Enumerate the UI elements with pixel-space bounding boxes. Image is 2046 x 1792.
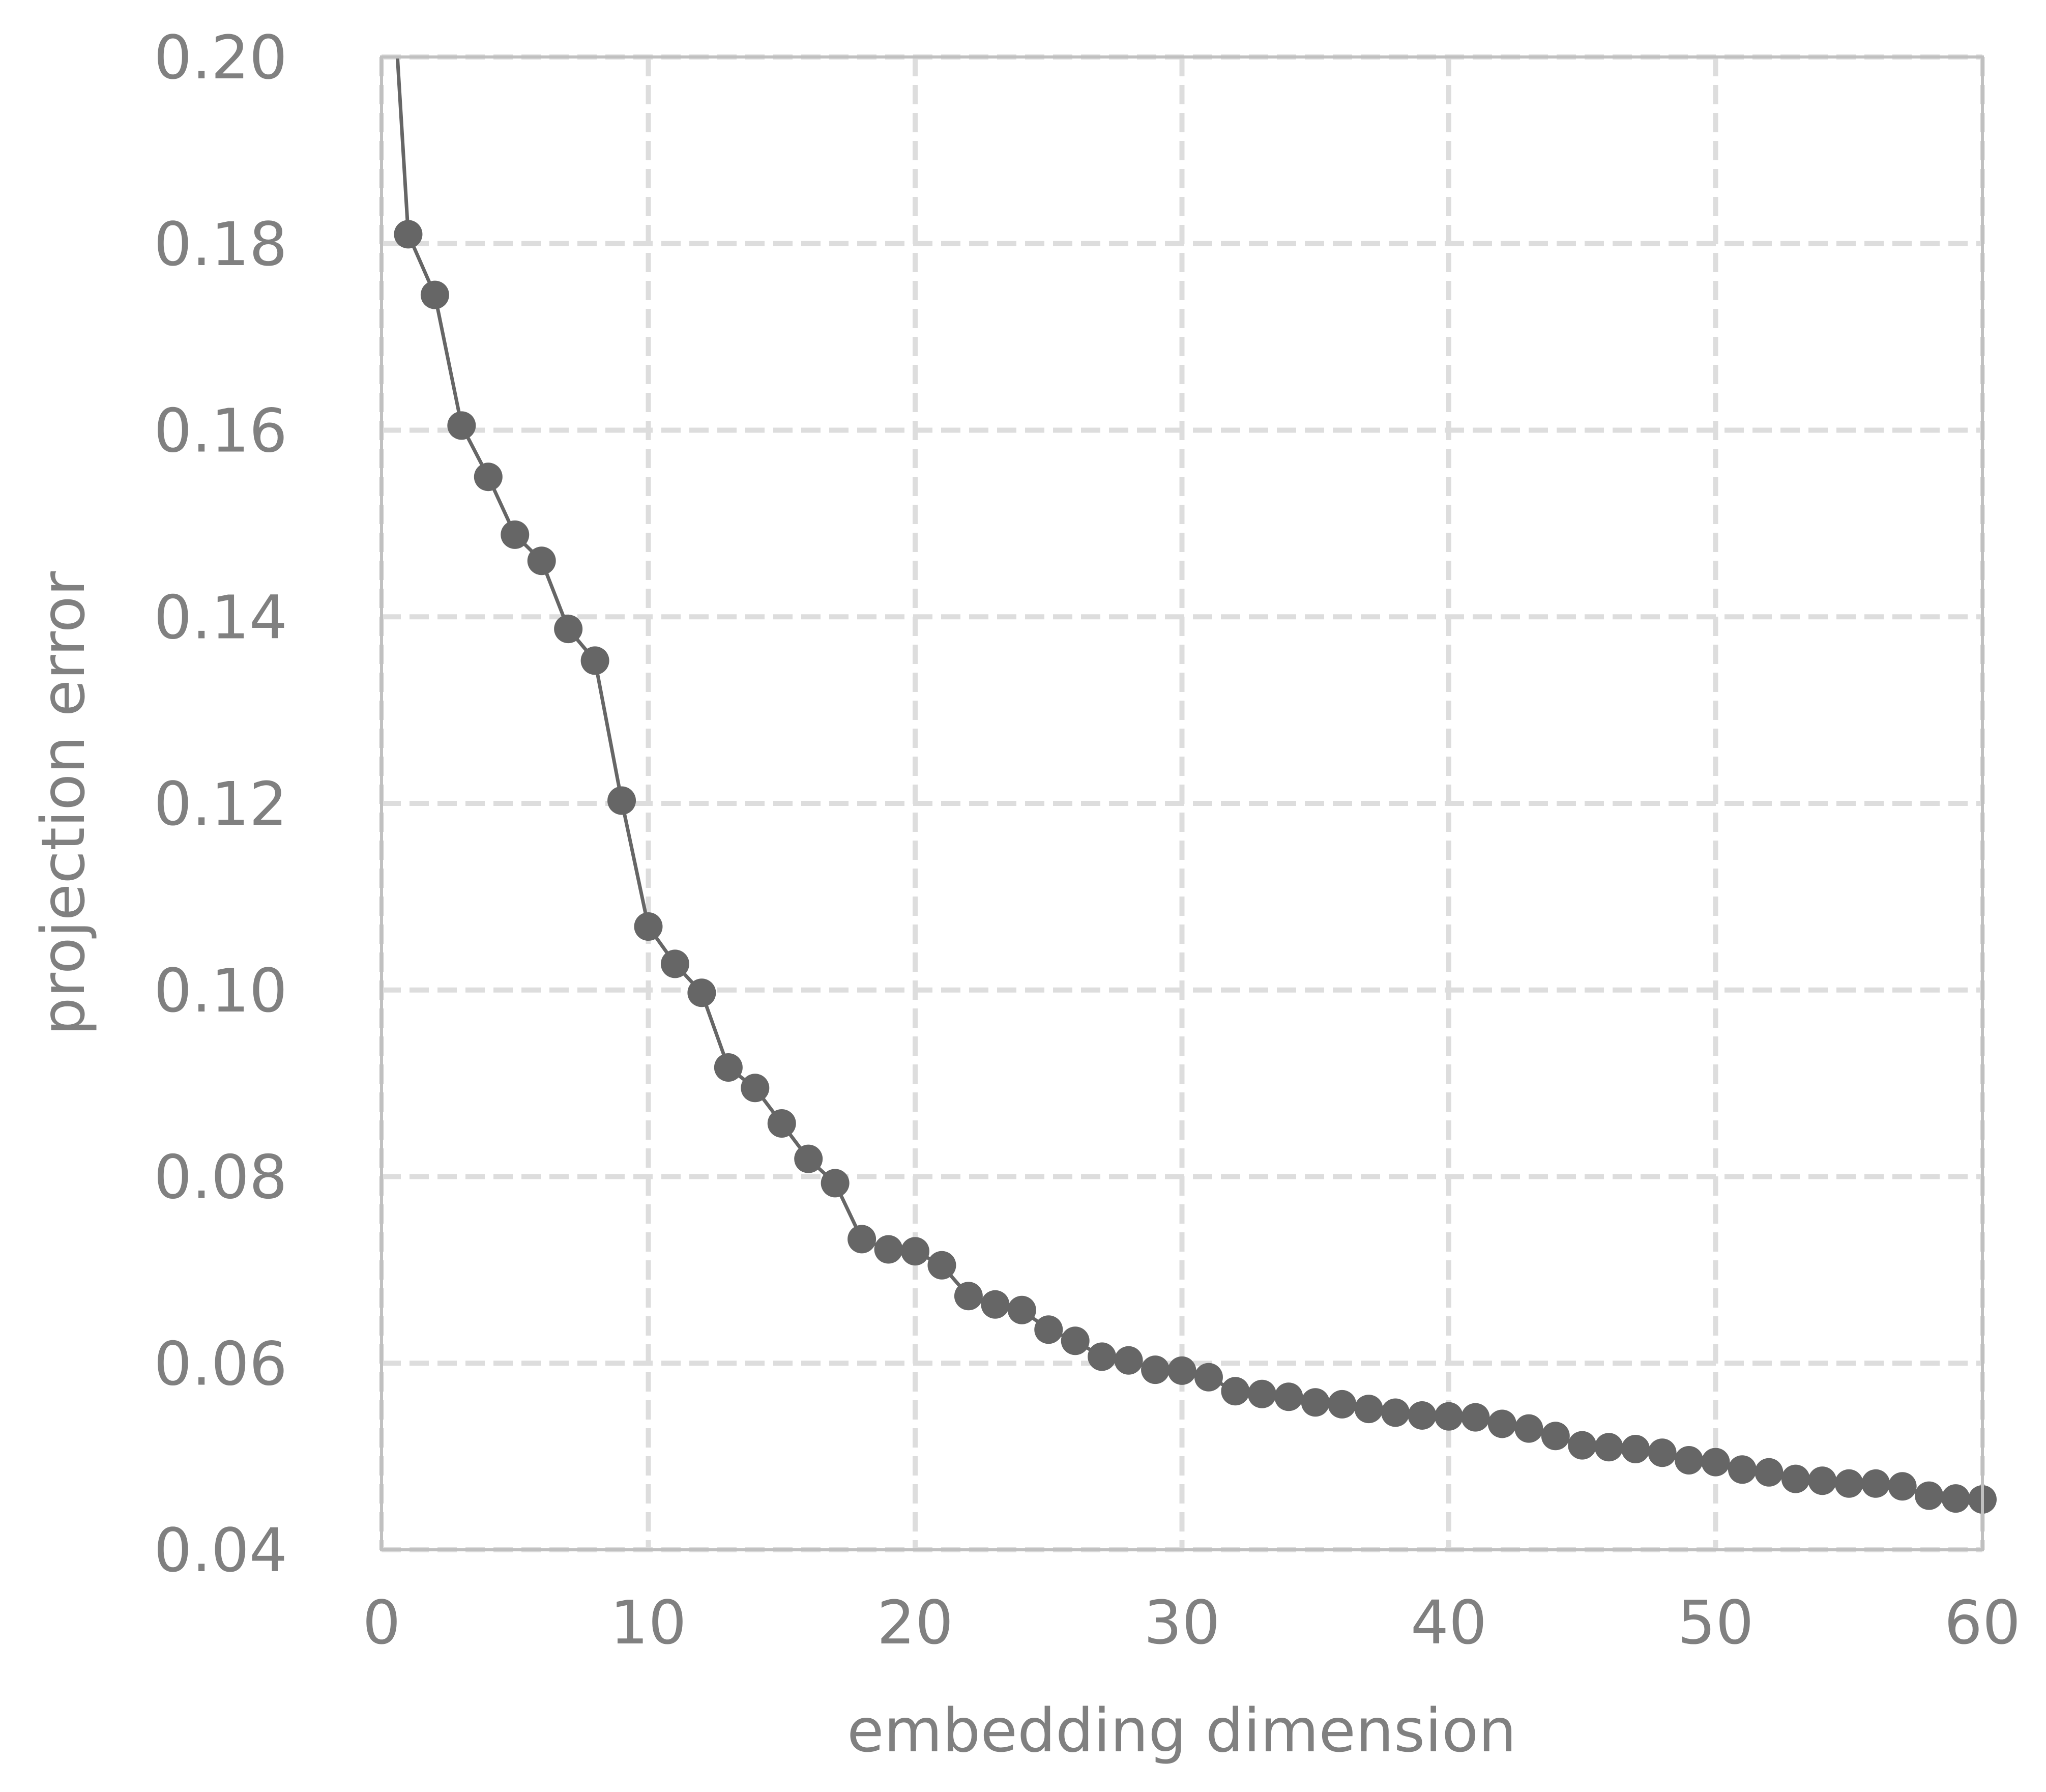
y-tick-label: 0.20 <box>154 22 287 93</box>
data-point <box>1675 1446 1704 1475</box>
data-point <box>821 1169 850 1198</box>
data-point <box>1888 1472 1917 1501</box>
data-point <box>1808 1466 1837 1495</box>
data-point <box>1461 1403 1490 1432</box>
data-point <box>1114 1346 1143 1375</box>
data-point <box>1648 1438 1677 1467</box>
data-point <box>527 546 556 575</box>
data-point <box>1034 1315 1063 1344</box>
data-point <box>714 1053 743 1082</box>
data-point <box>1487 1409 1516 1438</box>
data-point <box>1141 1355 1170 1384</box>
data-point <box>1701 1448 1730 1477</box>
y-tick-label: 0.06 <box>154 1328 287 1399</box>
data-point <box>1621 1434 1650 1463</box>
data-point <box>794 1144 823 1173</box>
data-point <box>1381 1398 1410 1427</box>
data-point <box>1594 1433 1623 1462</box>
data-point <box>901 1237 929 1266</box>
data-point <box>554 615 583 644</box>
plot-frame <box>380 55 1984 1551</box>
y-tick-label: 0.08 <box>154 1142 287 1212</box>
y-tick-label: 0.04 <box>154 1515 287 1585</box>
data-point <box>420 280 449 309</box>
y-tick-label: 0.12 <box>154 769 287 839</box>
data-point <box>1781 1464 1810 1493</box>
data-point <box>634 912 663 941</box>
data-point <box>1247 1379 1276 1408</box>
marker-layer <box>394 220 1997 1514</box>
data-point <box>767 1109 796 1138</box>
data-point <box>1328 1390 1357 1419</box>
data-point <box>874 1235 903 1264</box>
y-axis-label: projection error <box>28 571 98 1035</box>
data-point <box>1301 1388 1330 1417</box>
data-point <box>394 220 423 249</box>
y-tick-label: 0.16 <box>154 396 287 466</box>
x-tick-label: 0 <box>362 1587 400 1658</box>
data-point <box>1194 1363 1223 1392</box>
data-point <box>1514 1414 1543 1443</box>
y-tick-label: 0.18 <box>154 209 287 279</box>
data-point <box>1274 1382 1303 1411</box>
x-tick-labels: 0 10 20 30 40 50 60 <box>362 1587 2021 1658</box>
data-point <box>474 463 503 492</box>
data-point <box>447 411 476 440</box>
data-point <box>501 520 530 549</box>
data-point <box>1408 1401 1437 1430</box>
y-tick-label: 0.14 <box>154 582 287 652</box>
x-tick-label: 20 <box>877 1587 953 1658</box>
data-point <box>1541 1422 1570 1451</box>
data-point <box>1834 1469 1863 1498</box>
x-tick-label: 60 <box>1944 1587 2021 1658</box>
data-point <box>1941 1484 1970 1513</box>
data-point <box>741 1074 770 1103</box>
data-point <box>660 949 689 978</box>
data-point <box>1061 1326 1090 1355</box>
data-point <box>607 786 636 815</box>
data-point <box>1568 1431 1597 1460</box>
data-point <box>1221 1377 1250 1406</box>
x-tick-label: 50 <box>1677 1587 1753 1658</box>
data-point <box>687 978 716 1007</box>
data-point <box>847 1225 876 1254</box>
data-point <box>981 1290 1010 1319</box>
data-point <box>1007 1295 1036 1324</box>
data-point <box>580 646 609 675</box>
data-point <box>927 1251 956 1280</box>
data-point <box>1728 1455 1757 1484</box>
x-tick-label: 30 <box>1144 1587 1220 1658</box>
x-axis-label: embedding dimension <box>847 1695 1516 1766</box>
y-tick-label: 0.10 <box>154 956 287 1026</box>
data-point <box>1861 1469 1890 1498</box>
data-point <box>1167 1356 1196 1385</box>
data-point <box>1354 1395 1383 1424</box>
data-point <box>1435 1402 1463 1431</box>
data-point <box>1915 1481 1944 1510</box>
data-point <box>1755 1458 1784 1487</box>
data-point <box>1088 1342 1117 1371</box>
data-point <box>954 1282 983 1311</box>
x-tick-label: 40 <box>1411 1587 1487 1658</box>
y-tick-labels: 0.04 0.06 0.08 0.10 0.12 0.14 0.16 0.18 0.20 <box>154 22 287 1585</box>
x-tick-label: 10 <box>610 1587 686 1658</box>
